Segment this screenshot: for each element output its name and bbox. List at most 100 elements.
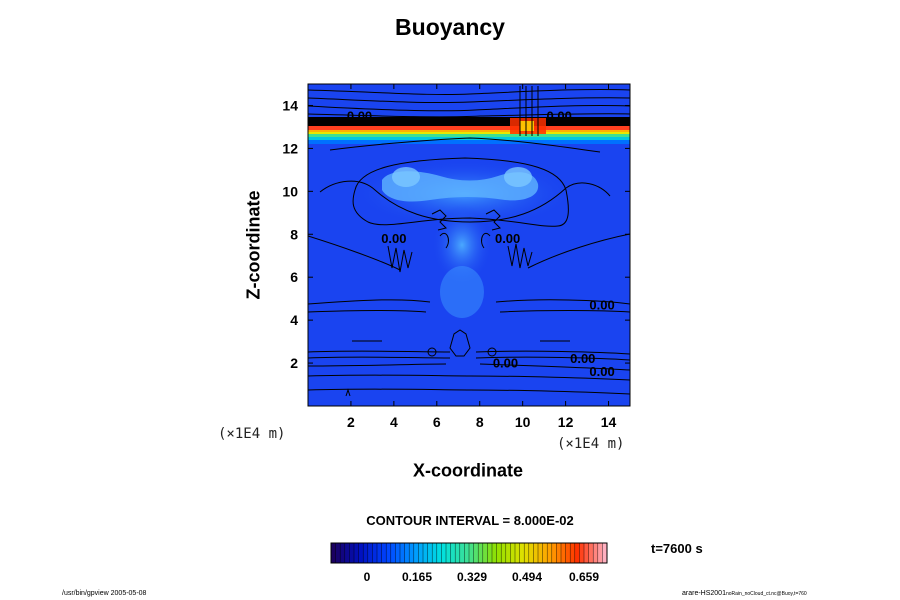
colorbar-cell [574, 543, 580, 563]
colorbar-cell [413, 543, 419, 563]
colorbar-cell [441, 543, 447, 563]
y-tick-label: 14 [282, 97, 298, 113]
colorbar-cell [588, 543, 594, 563]
colorbar-cell [519, 543, 525, 563]
tropopause-dark-band [308, 117, 630, 126]
colorbar-cell [340, 543, 346, 563]
colorbar-cell [496, 543, 502, 563]
y-tick-label: 10 [282, 183, 298, 199]
contour-line [308, 97, 630, 104]
colorbar-cell [423, 543, 428, 563]
contour-label: 0.00 [589, 297, 614, 312]
colorbar-cell [386, 543, 392, 563]
footer-source-sub: noRain_noCloud_ct.nc@Buoy,t=760 [725, 591, 807, 597]
colorbar-tick-label: 0.659 [569, 570, 599, 584]
tropopause-red-band [308, 126, 630, 130]
colorbar-cell [542, 543, 548, 563]
plot-area: 0.00 0.000.00 0.000.000.00 0.000.00 [308, 84, 630, 406]
colorbar-cell [367, 543, 373, 563]
colorbar-cell [565, 543, 571, 563]
colorbar-cell [478, 543, 484, 563]
footer-source-main: arare-HS2001 [682, 590, 726, 597]
chart-title: Buoyancy [395, 14, 505, 40]
colorbar-cell [372, 543, 378, 563]
colorbar-cell [492, 543, 497, 563]
colorbar-cell [551, 543, 557, 563]
colorbar-cell [354, 543, 359, 563]
x-tick-label: 14 [601, 414, 617, 430]
contour-line [519, 86, 539, 136]
contour-line [308, 363, 630, 371]
contour-line [329, 137, 601, 153]
time-label: t=7600 s [651, 541, 703, 556]
contour-line [439, 232, 491, 249]
colorbar-cell [400, 543, 405, 563]
colorbar-cell [505, 543, 511, 563]
colorbar-cell [561, 543, 566, 563]
colorbar-cell [602, 543, 608, 563]
plot-frame [307, 83, 631, 407]
colorbar-cell [584, 543, 589, 563]
y-axis-unit: (×1E4 m) [218, 426, 286, 442]
x-tick-label: 10 [515, 414, 531, 430]
colorbar-cell [381, 543, 387, 563]
colorbar-cell [597, 543, 603, 563]
colorbar-cell [404, 543, 410, 563]
colorbar-cell [515, 543, 520, 563]
colorbar-cell [533, 543, 539, 563]
colorbar-cell [482, 543, 488, 563]
contour-line [427, 347, 497, 357]
colorbar-cell [524, 543, 530, 563]
contour-line [308, 388, 630, 395]
contour-label: 0.00 [493, 355, 518, 370]
contour-line [308, 88, 630, 96]
colorbar-cell [593, 543, 599, 563]
colorbar-cell [570, 543, 576, 563]
x-tick-label: 6 [433, 414, 441, 430]
plume-lower [440, 266, 484, 318]
anvil-core [382, 171, 539, 202]
x-tick-label: 8 [476, 414, 484, 430]
tropopause-yellow-band [308, 132, 630, 134]
colorbar-cell [501, 543, 507, 563]
contour-line [507, 243, 533, 269]
contour-lines [308, 86, 630, 397]
y-axis-label: Z-coordinate [243, 190, 264, 300]
contour-line [308, 233, 630, 271]
contour-label: 0.00 [547, 108, 572, 123]
contour-line [449, 329, 471, 357]
colorbar-cell [344, 543, 350, 563]
colorbar-cell [363, 543, 369, 563]
colorbar-cell [377, 543, 382, 563]
contour-line [308, 113, 630, 118]
x-tick-label: 4 [390, 414, 398, 430]
colorbar-cell [538, 543, 543, 563]
colorbar-cell [358, 543, 364, 563]
tropopause-orange-band [308, 130, 630, 132]
contour-line [308, 356, 630, 361]
y-tick-label: 6 [290, 269, 298, 285]
colorbar-cell [390, 543, 396, 563]
colorbar-cell [464, 543, 470, 563]
contour-line [308, 350, 630, 355]
colorbar-cell [436, 543, 442, 563]
contour-line [352, 157, 569, 227]
x-tick-label: 2 [347, 414, 355, 430]
contour-labels: 0.00 0.000.00 0.000.000.00 0.000.00 [347, 108, 615, 378]
colorbar-cell [409, 543, 415, 563]
plume-upper [432, 205, 492, 285]
colorbar-cell [432, 543, 438, 563]
colorbar-cell [579, 543, 585, 563]
colorbar-cell [528, 543, 534, 563]
colorbar-cell [556, 543, 562, 563]
anvil-left-lobe [392, 167, 420, 187]
y-tick-label: 12 [282, 140, 298, 156]
y-tick-label: 4 [290, 312, 298, 328]
colorbar-cell [459, 543, 465, 563]
colorbar-cell [395, 543, 401, 563]
colorbar-cell [335, 543, 341, 563]
colorbar-cell [469, 543, 474, 563]
colorbar-cell [510, 543, 516, 563]
colorbar-cell [446, 543, 451, 563]
contour-label: 0.00 [347, 108, 372, 123]
